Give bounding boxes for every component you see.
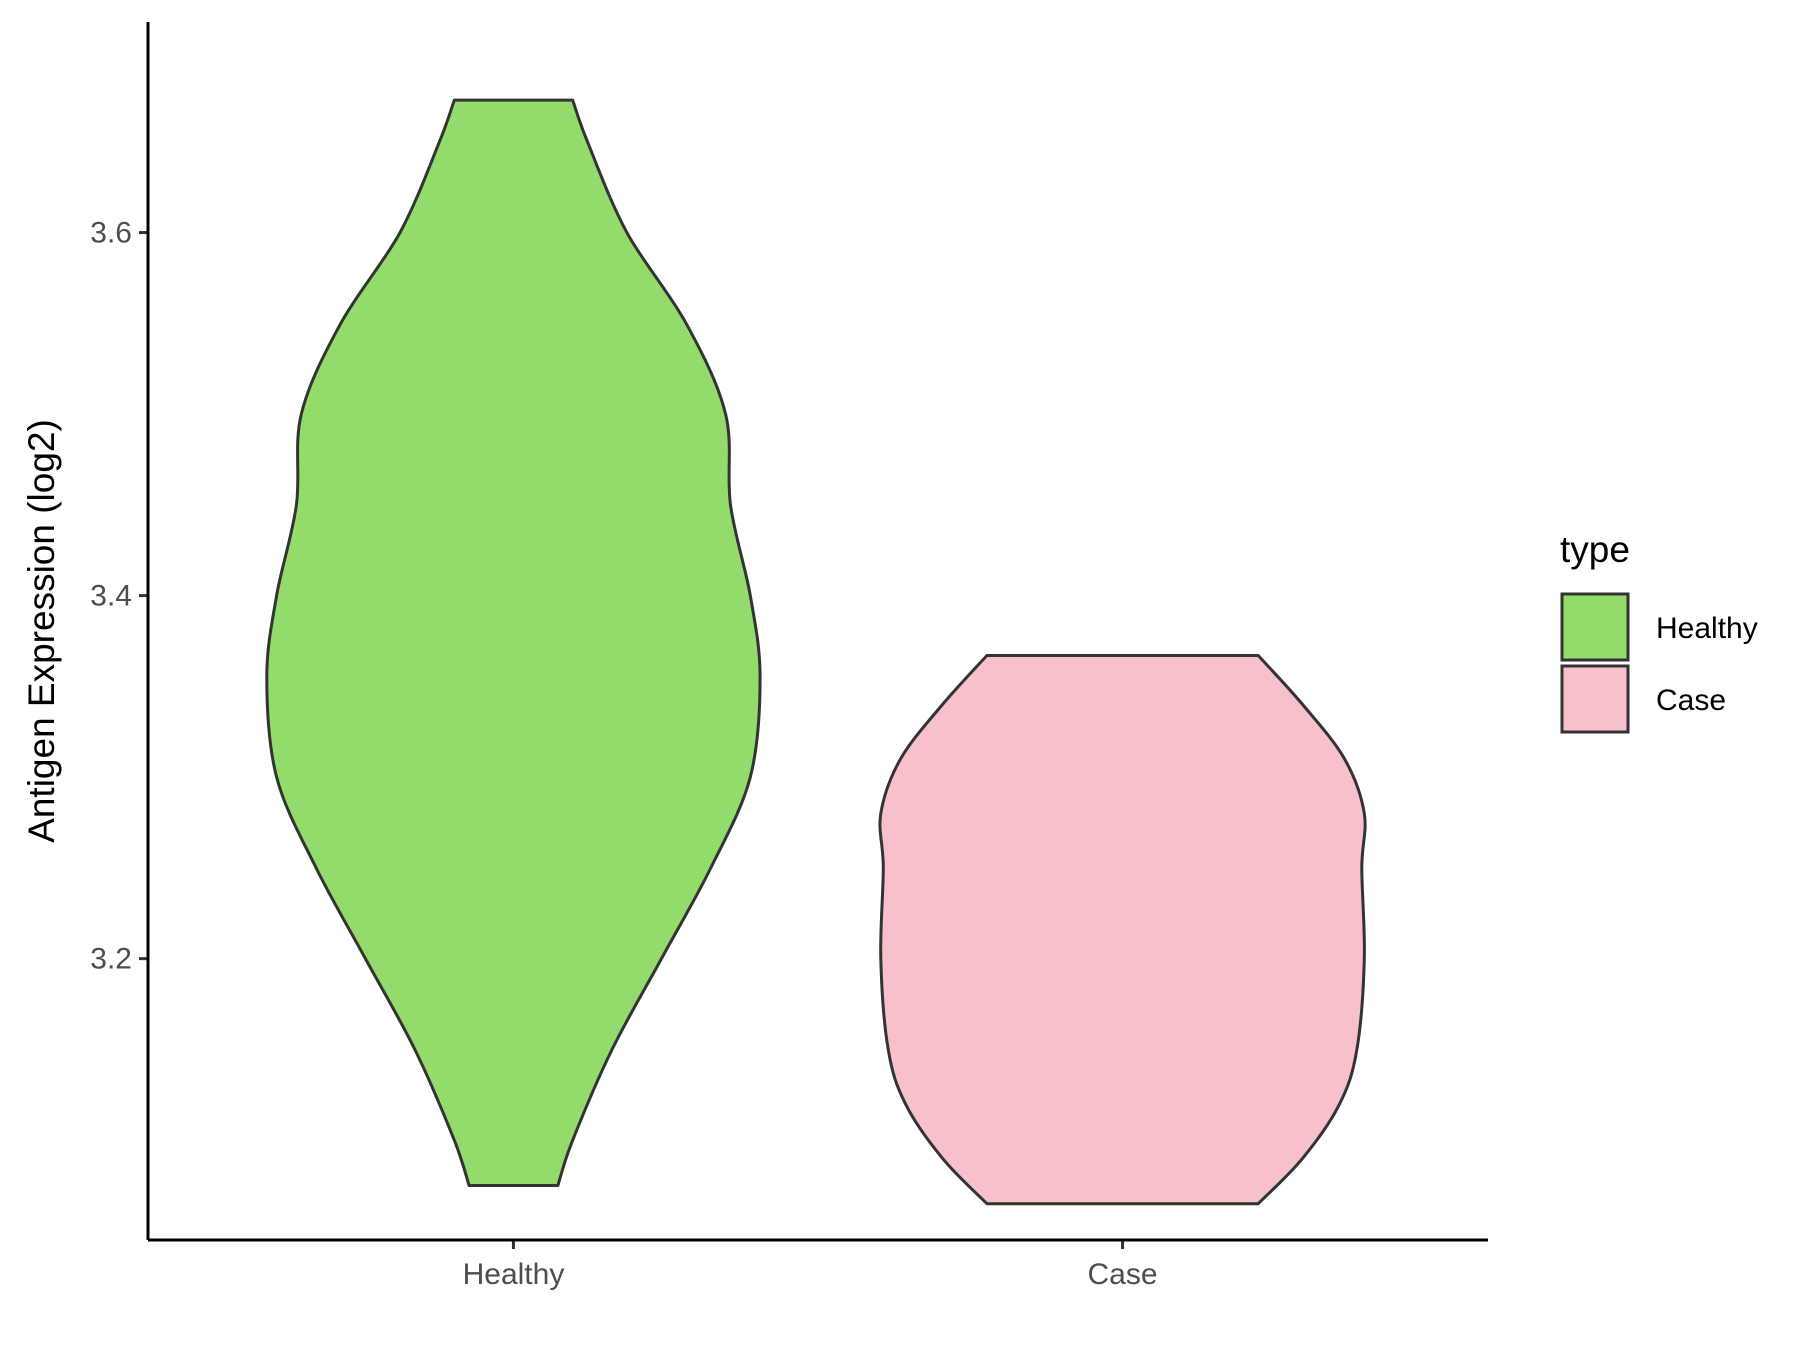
x-tick-label: Healthy [463,1258,565,1291]
legend: type Healthy Case [1560,529,1758,734]
x-tick-label: Case [1088,1258,1158,1291]
legend-key-case [1560,664,1630,734]
violin-healthy [265,98,762,1187]
y-tick-label: 3.2 [90,943,132,976]
violin-layer [265,98,1367,1206]
y-tick-label: 3.4 [90,580,132,613]
legend-label-case: Case [1656,684,1726,717]
y-tick-label: 3.6 [90,217,132,250]
y-axis-ticks: 3.2 3.4 3.6 [90,217,148,976]
legend-label-healthy: Healthy [1656,612,1758,645]
violin-case [878,654,1367,1206]
y-axis-title: Antigen Expression (log2) [21,419,62,843]
legend-key-healthy [1560,592,1630,662]
legend-title: type [1560,529,1630,570]
x-axis-ticks: Healthy Case [463,1240,1158,1291]
